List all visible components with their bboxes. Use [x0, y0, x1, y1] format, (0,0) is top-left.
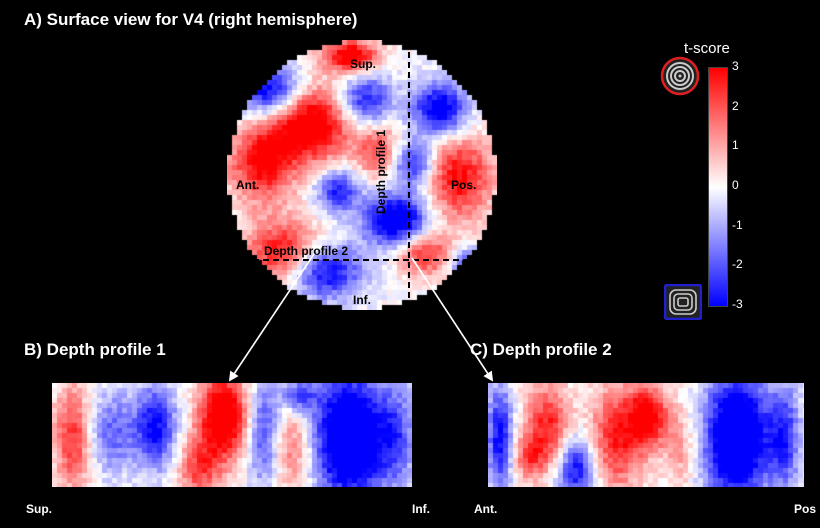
label-ant: Ant.: [236, 178, 260, 192]
concentric-circles-icon: [660, 56, 700, 96]
colorbar-tick: -1: [732, 217, 743, 232]
concentric-squares-icon: [664, 284, 702, 320]
label-sup: Sup.: [350, 57, 376, 71]
panel-c-title: C) Depth profile 2: [470, 340, 612, 359]
colorbar-tick: 0: [732, 178, 739, 192]
depth-profile-1-map: [52, 383, 412, 487]
label-pos: Pos.: [451, 178, 477, 192]
colorbar-tick: 3: [732, 59, 739, 73]
label-inf: Inf.: [353, 293, 371, 307]
colorbar-tick: 2: [732, 98, 739, 113]
surface-map-disc: [227, 40, 497, 310]
panel-a-title: A) Surface view for V4 (right hemisphere…: [24, 10, 358, 29]
profile-2-left-label: Ant.: [474, 502, 498, 516]
colorbar-title: t-score: [684, 40, 730, 57]
panel-b-title: B) Depth profile 1: [24, 340, 166, 359]
depth-profile-2-map: [488, 383, 804, 487]
colorbar-tick: -3: [732, 297, 743, 311]
label-depth-profile-2: Depth profile 2: [264, 244, 349, 258]
arrow-to-profile-1: [228, 247, 319, 382]
profile-2-right-label: Pos: [794, 502, 817, 516]
arrow-to-profile-2: [411, 257, 494, 382]
profile-1-left-label: Sup.: [26, 502, 52, 516]
profile-1-right-label: Inf.: [412, 502, 430, 516]
colorbar: [708, 67, 728, 307]
colorbar-tick: 1: [732, 138, 739, 153]
label-depth-profile-1: Depth profile 1: [374, 129, 388, 214]
colorbar-tick: -2: [732, 257, 743, 272]
